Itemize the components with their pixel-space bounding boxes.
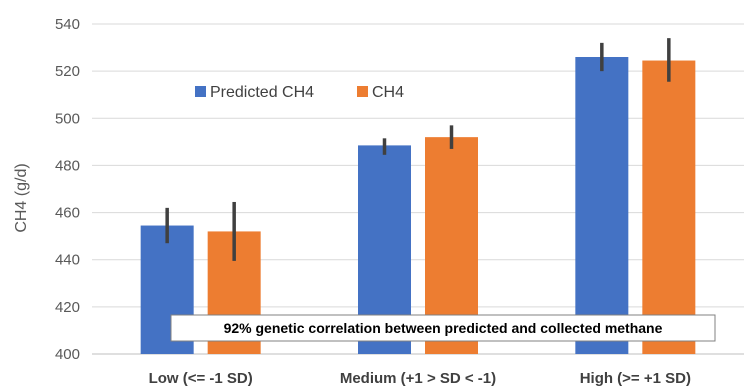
gridlines — [92, 23, 744, 355]
y-tick-label: 540 — [55, 16, 80, 33]
legend: Predicted CH4 CH4 — [195, 84, 404, 101]
bar-predicted-ch4-2 — [575, 57, 629, 354]
bar-ch4-2 — [642, 60, 696, 355]
category-label: Medium (+1 > SD < -1) — [340, 370, 496, 387]
bars — [140, 57, 696, 355]
legend-swatch-predicted-ch4 — [195, 86, 206, 97]
y-tick-label: 440 — [55, 252, 80, 269]
y-tick-label: 460 — [55, 205, 80, 222]
y-axis-ticks: 400 420 440 460 480 500 520 540 — [55, 16, 80, 363]
annotation-box: 92% genetic correlation between predicte… — [170, 314, 716, 342]
category-labels: Low (<= -1 SD) Medium (+1 > SD < -1) High … — [149, 370, 691, 387]
category-label: High (>= +1 SD) — [580, 370, 691, 387]
annotation-background — [170, 314, 716, 342]
y-tick-label: 520 — [55, 63, 80, 80]
category-label: Low (<= -1 SD) — [149, 370, 253, 387]
annotation-text: 92% genetic correlation between predicte… — [224, 320, 663, 336]
y-axis-title: CH4 (g/d) — [13, 163, 30, 232]
legend-swatch-ch4 — [357, 86, 368, 97]
y-tick-label: 500 — [55, 110, 80, 127]
y-tick-label: 420 — [55, 299, 80, 316]
legend-label-predicted-ch4: Predicted CH4 — [210, 84, 314, 101]
legend-label-ch4: CH4 — [372, 84, 404, 101]
error-bars — [165, 38, 671, 261]
y-tick-label: 400 — [55, 346, 80, 363]
y-tick-label: 480 — [55, 157, 80, 174]
